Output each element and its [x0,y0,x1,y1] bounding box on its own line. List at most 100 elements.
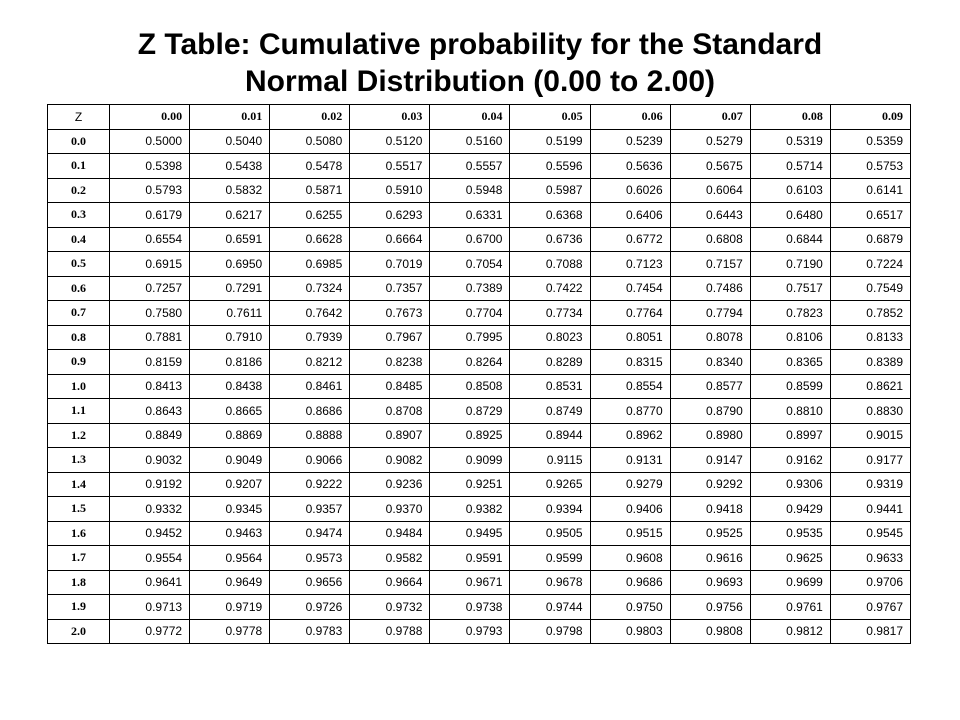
probability-cell: 0.7642 [269,300,351,326]
probability-cell: 0.5714 [749,153,831,179]
probability-cell: 0.9192 [108,471,191,497]
table-row: 0.2 0.5793 0.5832 0.5871 0.5910 0.5948 0.5987 0… [47,177,912,203]
probability-cell: 0.9713 [108,594,191,620]
probability-cell: 0.5871 [269,177,351,203]
probability-cell: 0.7673 [349,300,431,326]
probability-cell: 0.9015 [829,422,912,448]
z-value-cell: 0.4 [47,226,110,252]
probability-cell: 0.9772 [108,618,191,644]
probability-cell: 0.9756 [669,594,751,620]
probability-cell: 0.9738 [429,594,511,620]
table-row: 0.3 0.6179 0.6217 0.6255 0.6293 0.6331 0.6368 0… [47,202,912,228]
z-table-body: 0.0 0.5000 0.5040 0.5080 0.5120 0.5160 0.5199 0… [47,128,912,644]
column-header: 0.06 [589,104,671,130]
probability-cell: 0.9744 [509,594,591,620]
z-value-cell: 1.5 [47,496,110,522]
probability-cell: 0.9162 [749,447,831,473]
probability-cell: 0.9357 [269,496,351,522]
probability-cell: 0.9798 [509,618,591,644]
probability-cell: 0.9599 [509,545,591,571]
probability-cell: 0.9671 [429,569,511,595]
probability-cell: 0.9236 [349,471,431,497]
probability-cell: 0.8869 [189,422,271,448]
probability-cell: 0.7054 [429,251,511,277]
probability-cell: 0.9332 [108,496,191,522]
probability-cell: 0.8485 [349,373,431,399]
probability-cell: 0.9608 [589,545,671,571]
probability-cell: 0.9292 [669,471,751,497]
probability-cell: 0.8770 [589,398,671,424]
probability-cell: 0.7764 [589,300,671,326]
probability-cell: 0.8830 [829,398,912,424]
probability-cell: 0.9678 [509,569,591,595]
probability-cell: 0.9418 [669,496,751,522]
probability-cell: 0.5279 [669,128,751,154]
probability-cell: 0.9082 [349,447,431,473]
table-row: 0.1 0.5398 0.5438 0.5478 0.5517 0.5557 0.5596 0… [47,153,912,179]
probability-cell: 0.7517 [749,275,831,301]
probability-cell: 0.9686 [589,569,671,595]
z-column-header: Z [47,104,110,130]
column-header: 0.09 [829,104,912,130]
probability-cell: 0.8051 [589,324,671,350]
probability-cell: 0.6736 [509,226,591,252]
probability-cell: 0.5000 [108,128,191,154]
probability-cell: 0.9778 [189,618,271,644]
z-value-cell: 1.0 [47,373,110,399]
probability-cell: 0.5359 [829,128,912,154]
probability-cell: 0.6985 [269,251,351,277]
probability-cell: 0.6664 [349,226,431,252]
probability-cell: 0.9441 [829,496,912,522]
probability-cell: 0.9251 [429,471,511,497]
probability-cell: 0.8980 [669,422,751,448]
probability-cell: 0.9319 [829,471,912,497]
z-value-cell: 1.3 [47,447,110,473]
probability-cell: 0.8531 [509,373,591,399]
probability-cell: 0.5753 [829,153,912,179]
probability-cell: 0.8849 [108,422,191,448]
probability-cell: 0.9099 [429,447,511,473]
probability-cell: 0.8810 [749,398,831,424]
probability-cell: 0.9265 [509,471,591,497]
probability-cell: 0.6103 [749,177,831,203]
probability-cell: 0.8365 [749,349,831,375]
probability-cell: 0.5319 [749,128,831,154]
probability-cell: 0.7291 [189,275,271,301]
probability-cell: 0.8997 [749,422,831,448]
probability-cell: 0.7257 [108,275,191,301]
probability-cell: 0.8925 [429,422,511,448]
table-row: 0.0 0.5000 0.5040 0.5080 0.5120 0.5160 0.5199 0… [47,128,912,154]
probability-cell: 0.9115 [509,447,591,473]
probability-cell: 0.9726 [269,594,351,620]
probability-cell: 0.9783 [269,618,351,644]
probability-cell: 0.7611 [189,300,271,326]
probability-cell: 0.9732 [349,594,431,620]
table-row: 0.8 0.7881 0.7910 0.7939 0.7967 0.7995 0.8023 0… [47,324,912,350]
probability-cell: 0.9474 [269,520,351,546]
column-header: 0.08 [749,104,831,130]
probability-cell: 0.7224 [829,251,912,277]
probability-cell: 0.9616 [669,545,751,571]
probability-cell: 0.9394 [509,496,591,522]
probability-cell: 0.8790 [669,398,751,424]
probability-cell: 0.9699 [749,569,831,595]
table-row: 2.0 0.9772 0.9778 0.9783 0.9788 0.9793 0.9798 0… [47,618,912,644]
column-header: 0.01 [189,104,271,130]
probability-cell: 0.8106 [749,324,831,350]
probability-cell: 0.8686 [269,398,351,424]
probability-cell: 0.9463 [189,520,271,546]
probability-cell: 0.9582 [349,545,431,571]
probability-cell: 0.9131 [589,447,671,473]
probability-cell: 0.9767 [829,594,912,620]
probability-cell: 0.8212 [269,349,351,375]
probability-cell: 0.7734 [509,300,591,326]
probability-cell: 0.8023 [509,324,591,350]
probability-cell: 0.8159 [108,349,191,375]
probability-cell: 0.5793 [108,177,191,203]
z-table-header: Z 0.00 0.01 0.02 0.03 0.04 0.05 0.06 0.0… [47,104,912,130]
probability-cell: 0.8340 [669,349,751,375]
z-value-cell: 1.2 [47,422,110,448]
z-value-cell: 0.7 [47,300,110,326]
table-row: 1.2 0.8849 0.8869 0.8888 0.8907 0.8925 0.8944 0… [47,422,912,448]
probability-cell: 0.9345 [189,496,271,522]
